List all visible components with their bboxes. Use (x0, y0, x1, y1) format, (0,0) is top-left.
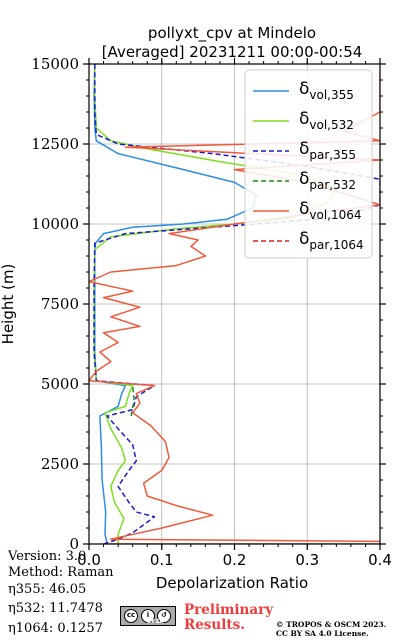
version-text: Version: 3.0 (8, 549, 87, 564)
x-tick-label: 0.2 (223, 551, 247, 569)
eta355-text: η355: 46.05 (8, 582, 87, 597)
preliminary-line2: Results. (184, 617, 245, 633)
y-tick-label: 12500 (31, 135, 79, 153)
x-axis-label: Depolarization Ratio (156, 574, 308, 592)
legend-label: δpar,355 (299, 139, 356, 162)
chart-title: pollyxt_cpv at Mindelo (148, 24, 316, 43)
y-tick-label: 15000 (31, 55, 79, 73)
x-tick-label: 0.4 (368, 551, 392, 569)
y-tick-label: 5000 (41, 375, 79, 393)
eta1064-text: η1064: 0.1257 (8, 621, 103, 636)
chart-subtitle: [Averaged] 20231211 00:00-00:54 (102, 43, 363, 61)
cc-license-badge: cc i ↺ BY SA (120, 606, 176, 626)
series-line-vol-532 (93, 64, 338, 544)
y-tick-label: 10000 (31, 215, 79, 233)
legend-label: δvol,532 (299, 109, 354, 132)
series-line-par-532 (130, 385, 135, 417)
x-tick-label: 0.0 (77, 551, 101, 569)
license-line1: © TROPOS & OSCM 2023. (276, 620, 387, 629)
legend-label: δpar,532 (299, 169, 356, 192)
sa-icon: ↺ (157, 609, 171, 623)
axis-ticks: 0.0 0.1 0.2 0.3 0.4 0 2500 5000 7500 10000 12500 15… (31, 55, 392, 569)
legend-label: δvol,1064 (299, 199, 362, 222)
y-tick-label: 7500 (41, 295, 79, 313)
y-axis-label: Height (m) (0, 264, 17, 345)
preliminary-line1: Preliminary (184, 602, 274, 618)
legend-label: δpar,1064 (299, 229, 364, 252)
badge-label: BY SA (147, 619, 164, 625)
legend: δvol,355 δvol,532 δpar,355 δpar,532 δvol,106… (244, 69, 373, 259)
y-tick-label: 0 (69, 535, 79, 553)
license-line2: CC BY SA 4.0 License. (276, 629, 369, 638)
legend-label: δvol,355 (299, 79, 354, 102)
cc-icon: cc (124, 609, 138, 623)
x-tick-label: 0.3 (295, 551, 319, 569)
by-icon: i (141, 609, 155, 623)
x-tick-label: 0.1 (150, 551, 174, 569)
method-text: Method: Raman (8, 565, 114, 580)
eta532-text: η532: 11.7478 (8, 601, 103, 616)
y-tick-label: 2500 (41, 455, 79, 473)
